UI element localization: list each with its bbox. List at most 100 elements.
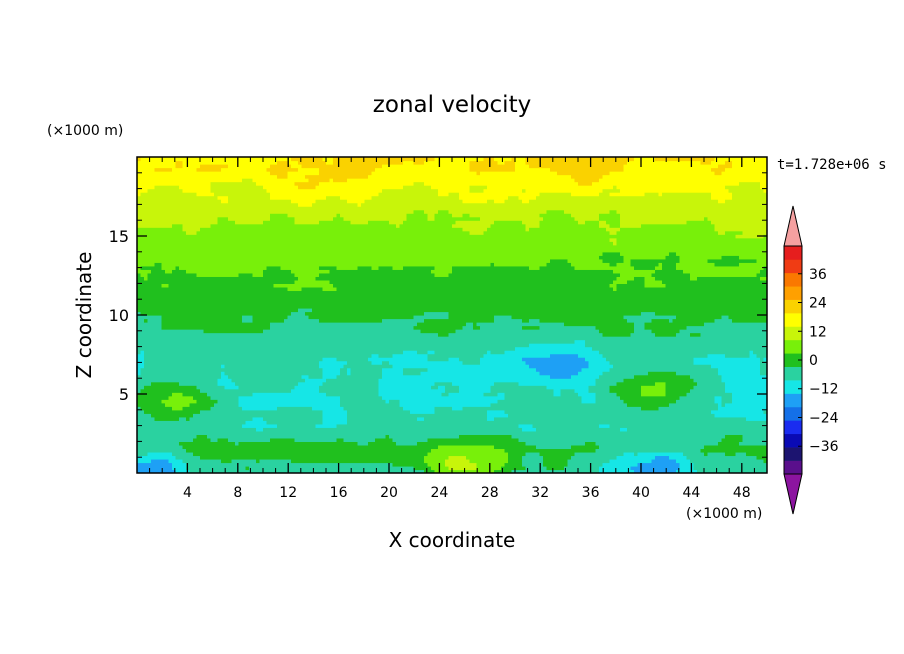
contour-cell xyxy=(291,409,296,414)
contour-cell xyxy=(315,388,320,393)
contour-cell xyxy=(147,416,152,421)
contour-cell xyxy=(294,437,299,442)
contour-cell xyxy=(312,220,317,225)
contour-cell xyxy=(154,171,159,176)
contour-cell xyxy=(235,458,240,464)
contour-cell xyxy=(147,367,152,372)
contour-cell xyxy=(210,188,215,193)
contour-cell xyxy=(273,325,278,330)
contour-cell xyxy=(280,427,285,432)
contour-cell xyxy=(305,293,310,299)
contour-cell xyxy=(207,279,212,284)
contour-cell xyxy=(200,462,205,467)
contour-cell xyxy=(151,322,156,327)
contour-cell xyxy=(231,395,236,400)
contour-cell xyxy=(214,427,219,432)
contour-cell xyxy=(228,455,233,460)
contour-cell xyxy=(319,339,324,344)
contour-cell xyxy=(207,416,212,421)
contour-cell xyxy=(301,430,306,435)
contour-cell xyxy=(284,444,289,450)
contour-cell xyxy=(263,223,268,228)
contour-cell xyxy=(322,174,327,179)
contour-cell xyxy=(312,234,317,239)
contour-cell xyxy=(151,160,156,165)
contour-cell xyxy=(207,300,212,306)
contour-cell xyxy=(224,171,229,176)
contour-cell xyxy=(203,441,208,446)
contour-cell xyxy=(277,367,282,372)
contour-cell xyxy=(144,185,149,190)
contour-cell xyxy=(235,188,240,193)
contour-cell xyxy=(221,462,226,467)
contour-cell xyxy=(270,195,275,200)
contour-cell xyxy=(186,409,191,414)
contour-cell xyxy=(228,315,233,320)
contour-cell xyxy=(203,304,208,309)
contour-cell xyxy=(224,462,229,467)
contour-cell xyxy=(158,395,163,400)
contour-cell xyxy=(273,416,278,421)
contour-cell xyxy=(308,441,313,446)
contour-cell xyxy=(256,315,261,320)
contour-cell xyxy=(172,374,177,379)
contour-cell xyxy=(168,276,173,281)
contour-cell xyxy=(259,350,264,355)
contour-cell xyxy=(165,311,170,316)
contour-cell xyxy=(224,441,229,446)
contour-cell xyxy=(284,325,289,330)
contour-cell xyxy=(312,378,317,383)
contour-cell xyxy=(291,420,296,425)
contour-cell xyxy=(315,237,320,242)
contour-cell xyxy=(214,416,219,421)
contour-cell xyxy=(249,462,254,467)
contour-cell xyxy=(294,381,299,386)
contour-cell xyxy=(221,378,226,383)
contour-cell xyxy=(252,451,257,457)
contour-cell xyxy=(231,234,236,239)
contour-cell xyxy=(238,332,243,337)
contour-cell xyxy=(196,178,201,183)
contour-cell xyxy=(277,283,282,288)
contour-cell xyxy=(200,213,205,218)
contour-cell xyxy=(280,395,285,400)
contour-cell xyxy=(270,385,275,390)
contour-cell xyxy=(144,262,149,267)
contour-cell xyxy=(168,465,173,471)
contour-cell xyxy=(326,402,331,407)
contour-cell xyxy=(305,406,310,411)
contour-cell xyxy=(270,322,275,327)
contour-cell xyxy=(224,276,229,281)
contour-cell xyxy=(245,244,250,249)
contour-cell xyxy=(203,336,208,341)
contour-cell xyxy=(294,458,299,464)
contour-cell xyxy=(252,350,257,355)
contour-cell xyxy=(315,244,320,249)
contour-cell xyxy=(154,444,159,450)
contour-cell xyxy=(147,350,152,355)
contour-cell xyxy=(161,160,166,165)
contour-cell xyxy=(249,251,254,256)
contour-cell xyxy=(308,437,313,442)
contour-cell xyxy=(214,307,219,313)
contour-cell xyxy=(182,290,187,295)
contour-cell xyxy=(193,315,198,320)
contour-cell xyxy=(277,465,282,471)
contour-cell xyxy=(221,416,226,421)
contour-cell xyxy=(179,244,184,249)
contour-cell xyxy=(186,367,191,372)
contour-cell xyxy=(200,304,205,309)
contour-cell xyxy=(186,167,191,172)
contour-cell xyxy=(140,181,145,186)
contour-cell xyxy=(161,293,166,299)
contour-cell xyxy=(224,381,229,386)
contour-cell xyxy=(179,297,184,302)
contour-cell xyxy=(235,336,240,341)
contour-cell xyxy=(161,199,166,204)
contour-cell xyxy=(186,195,191,200)
contour-cell xyxy=(301,332,306,337)
contour-cell xyxy=(179,318,184,323)
contour-cell xyxy=(329,353,334,358)
contour-cell xyxy=(235,441,240,446)
contour-cell xyxy=(273,244,278,249)
